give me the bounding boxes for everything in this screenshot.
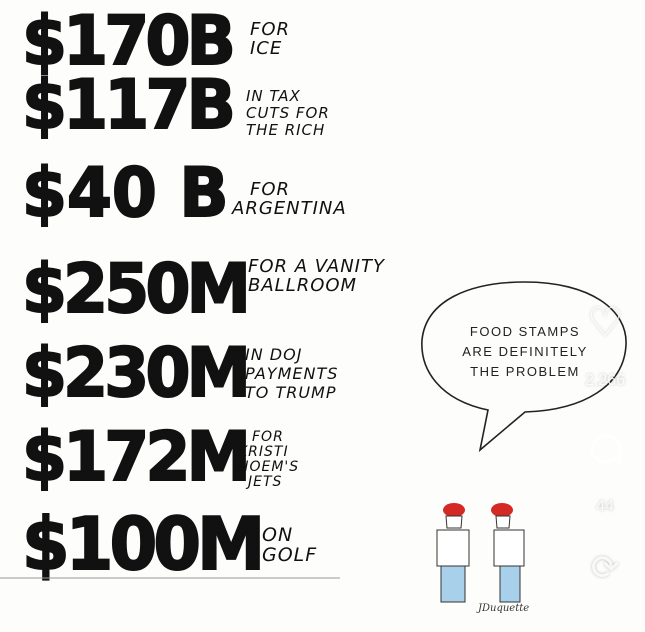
comment-count: 44	[596, 498, 614, 515]
amount-row: $250M	[21, 250, 259, 329]
caption: IN TAX CUTS FOR THE RICH	[246, 87, 330, 139]
amount-row: $172M	[21, 418, 259, 497]
figure-left	[436, 503, 470, 603]
amount-row: $170B	[21, 2, 243, 81]
like-count: 2,266	[584, 372, 626, 389]
caption: ON GOLF	[262, 524, 318, 566]
comment-icon[interactable]	[580, 430, 630, 475]
amount: $250M	[21, 250, 252, 329]
amount: $40 B	[21, 154, 229, 233]
amount-row: $117B	[21, 66, 243, 145]
amount: $100M	[21, 502, 266, 586]
heart-icon[interactable]: ♡	[587, 301, 623, 345]
caption: FOR KRISTI NOEM'S JETS	[238, 429, 300, 490]
caption: FOR A VANITY BALLROOM	[248, 256, 385, 296]
speech-bubble-text: FOOD STAMPS ARE DEFINITELY THE PROBLEM	[462, 324, 588, 379]
amount: $170B	[21, 2, 237, 81]
figure-right	[491, 503, 525, 603]
caption: IN DOJ PAYMENTS TO TRUMP	[245, 345, 339, 402]
caption: FOR ICE	[250, 19, 291, 59]
amount-row: $40 B	[21, 154, 239, 233]
amount: $172M	[21, 418, 252, 497]
amount: $117B	[21, 66, 237, 145]
caption: FOR ARGENTINA	[232, 179, 347, 219]
amount-row: $230M	[21, 334, 259, 413]
amount-row: $100M	[21, 502, 274, 586]
repost-icon[interactable]: ⟳	[590, 549, 620, 587]
amount: $230M	[21, 334, 252, 413]
signature: JDuquette	[478, 603, 530, 614]
speech-bubble	[421, 281, 627, 453]
